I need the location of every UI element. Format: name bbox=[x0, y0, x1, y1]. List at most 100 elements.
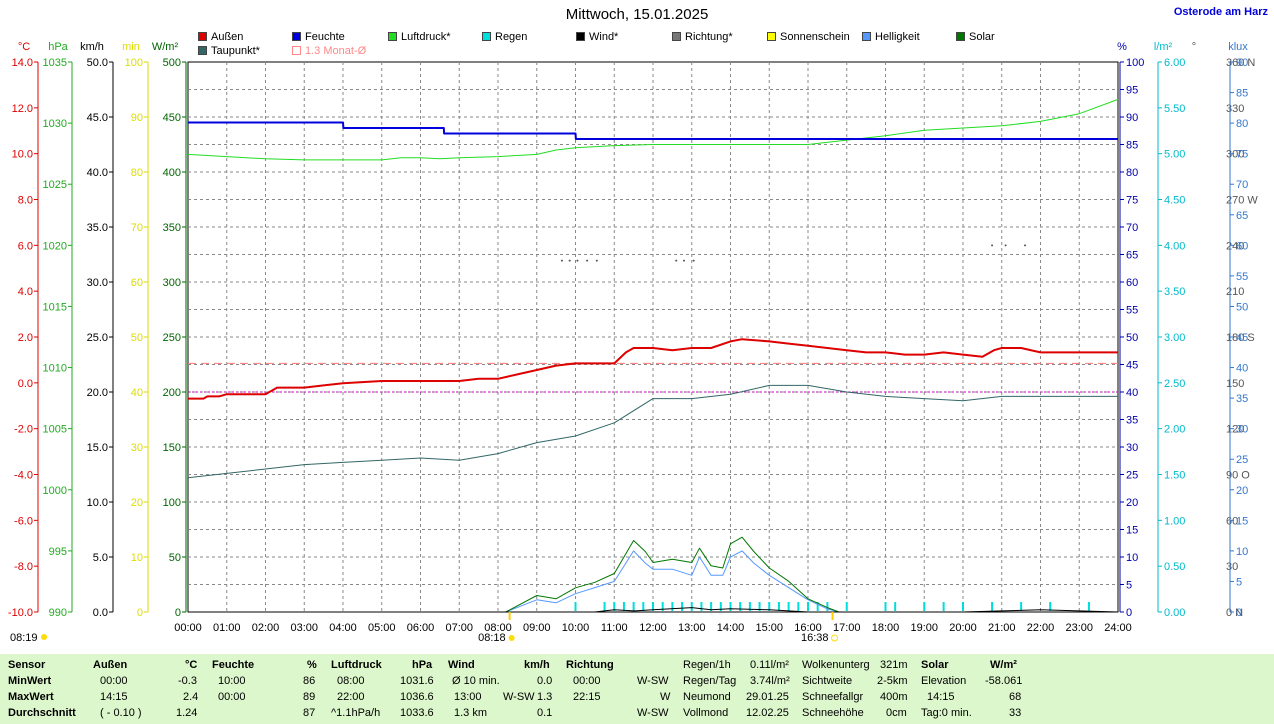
legend-item-regen: Regen bbox=[482, 31, 527, 44]
regen-1h-label: Regen/1h bbox=[683, 659, 731, 671]
axis-tick-label: 15 bbox=[1126, 525, 1138, 537]
axis-tick-label: 100 bbox=[125, 57, 143, 69]
day-start-sun-icon bbox=[41, 634, 47, 640]
axis-tick-label: 1.50 bbox=[1164, 470, 1185, 482]
legend-item-feuchte: Feuchte bbox=[292, 31, 345, 44]
vollmond: 12.02.25 bbox=[746, 707, 789, 719]
axis-tick-label: 150 bbox=[1226, 378, 1244, 390]
axis-tick-label: 90 O bbox=[1226, 470, 1250, 482]
wind-max-dir: W-SW bbox=[503, 691, 535, 703]
legend-swatch bbox=[767, 32, 776, 41]
x-tick-label: 22:00 bbox=[1027, 622, 1055, 634]
axis-tick-label: 200 bbox=[163, 387, 181, 399]
axis-tick-label: 1015 bbox=[43, 301, 67, 313]
legend-item-luftdruck: Luftdruck* bbox=[388, 31, 451, 44]
axis-tick-label: 50 bbox=[1236, 301, 1248, 313]
axis-tick-label: 95 bbox=[1126, 85, 1138, 97]
axis-tick-label: 55 bbox=[1236, 271, 1248, 283]
x-tick-label: 12:00 bbox=[639, 622, 667, 634]
richtung-max: W bbox=[660, 691, 671, 703]
axis-tick-label: 4.0 bbox=[18, 286, 33, 298]
regen-1h: 0.11l/m² bbox=[750, 659, 789, 671]
x-tick-label: 14:00 bbox=[717, 622, 745, 634]
wind-avg10-label: Ø 10 min. bbox=[452, 675, 500, 687]
axis-unit-min: min bbox=[122, 41, 140, 53]
axis-tick-label: 14.0 bbox=[12, 57, 33, 69]
axis-tick-label: -6.0 bbox=[14, 515, 33, 527]
axis-tick-label: 55 bbox=[1126, 305, 1138, 317]
schneehoehe: 0cm bbox=[886, 707, 907, 719]
legend-label: Helligkeit bbox=[875, 31, 920, 43]
legend-item-wind: Wind* bbox=[576, 31, 618, 44]
axis-tick-label: 50 bbox=[1126, 332, 1138, 344]
axis-tick-label: 15 bbox=[1236, 515, 1248, 527]
station-name[interactable]: Osterode am Harz bbox=[1173, 6, 1268, 18]
axis-tick-label: 20.0 bbox=[87, 387, 108, 399]
wind-distance: 1.3 km bbox=[454, 707, 488, 719]
sunrise-time: 08:18 bbox=[478, 632, 506, 644]
axis-tick-label: 2.00 bbox=[1164, 424, 1185, 436]
axis-tick-label: 4.50 bbox=[1164, 195, 1185, 207]
wolkenunterg: 321m bbox=[880, 659, 908, 671]
axis-tick-label: 100 bbox=[1126, 57, 1144, 69]
axis-tick-label: 30.0 bbox=[87, 277, 108, 289]
axis-tick-label: 5.0 bbox=[93, 552, 108, 564]
legend-item-sonnenschein: Sonnenschein bbox=[767, 31, 850, 44]
axis-tick-label: 85 bbox=[1236, 88, 1248, 100]
x-tick-label: 09:00 bbox=[523, 622, 551, 634]
axis-tick-label: 5.50 bbox=[1164, 103, 1185, 115]
axis-unit-km-h: km/h bbox=[80, 41, 104, 53]
legend-swatch bbox=[292, 46, 301, 55]
solar-avg: 33 bbox=[1009, 707, 1022, 719]
series-au-en bbox=[188, 338, 1118, 400]
axis-tick-label: 80 bbox=[131, 167, 143, 179]
axis-tick-label: 300 bbox=[163, 277, 181, 289]
axis-tick-label: 65 bbox=[1236, 210, 1248, 222]
axis-tick-label: 300 bbox=[1226, 149, 1244, 161]
axis-tick-label: 35.0 bbox=[87, 222, 108, 234]
elevation: -58.061 bbox=[985, 675, 1023, 687]
legend-label: 1.3 Monat-Ø bbox=[305, 45, 367, 57]
axis-tick-label: 40.0 bbox=[87, 167, 108, 179]
x-tick-label: 23:00 bbox=[1065, 622, 1093, 634]
x-tick-label: 18:00 bbox=[872, 622, 900, 634]
x-tick-label: 17:00 bbox=[833, 622, 861, 634]
luftdruck-max-time: 22:00 bbox=[337, 691, 365, 703]
sunset-icon bbox=[831, 634, 839, 642]
x-tick-label: 08:00 bbox=[484, 622, 512, 634]
x-tick-label: 20:00 bbox=[949, 622, 977, 634]
axis-tick-label: 5 bbox=[1236, 576, 1242, 588]
feuchte-max: 89 bbox=[303, 691, 316, 703]
axis-tick-label: 90 bbox=[1236, 57, 1248, 69]
axis-tick-label: 4.00 bbox=[1164, 240, 1185, 252]
axis-tick-label: 50 bbox=[169, 552, 181, 564]
sunset-time: 16:38 bbox=[801, 632, 829, 644]
axis-tick-label: 5 bbox=[1126, 580, 1132, 592]
solar-max-time: 14:15 bbox=[927, 691, 955, 703]
axis-tick-label: 1.00 bbox=[1164, 515, 1185, 527]
legend-label: Taupunkt* bbox=[211, 45, 260, 57]
axis-tick-label: 10.0 bbox=[87, 497, 108, 509]
axis-tick-label: 0.50 bbox=[1164, 561, 1185, 573]
axis-tick-label: 0 bbox=[137, 607, 143, 619]
series-helligkeit bbox=[505, 550, 840, 613]
legend-swatch bbox=[482, 32, 491, 41]
luftdruck-head: Luftdruck bbox=[331, 659, 382, 671]
legend-item-taupunkt: Taupunkt* bbox=[198, 45, 260, 58]
axis-tick-label: 350 bbox=[163, 222, 181, 234]
axis-tick-label: 1010 bbox=[43, 363, 67, 375]
axis-tick-label: 30 bbox=[1226, 561, 1238, 573]
axis-tick-label: 1030 bbox=[43, 118, 67, 130]
sichtweite-label: Sichtweite bbox=[802, 675, 853, 687]
richtung-head: Richtung bbox=[566, 659, 614, 671]
solar-head: Solar bbox=[921, 659, 949, 671]
axis-tick-label: 70 bbox=[131, 222, 143, 234]
aussen-unit: °C bbox=[185, 659, 198, 671]
wind-max-time: 13:00 bbox=[454, 691, 482, 703]
aussen-avg-note: ( - 0.10 ) bbox=[100, 707, 142, 719]
axis-tick-label: 80 bbox=[1236, 118, 1248, 130]
axis-tick-label: 35 bbox=[1126, 415, 1138, 427]
axis-tick-label: 8.0 bbox=[18, 195, 33, 207]
x-tick-label: 24:00 bbox=[1104, 622, 1132, 634]
axis-unit-: % bbox=[1117, 41, 1127, 53]
